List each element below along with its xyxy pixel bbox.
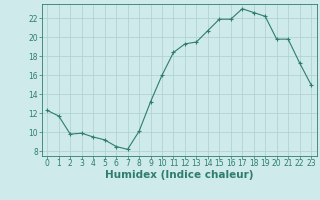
X-axis label: Humidex (Indice chaleur): Humidex (Indice chaleur) xyxy=(105,170,253,180)
